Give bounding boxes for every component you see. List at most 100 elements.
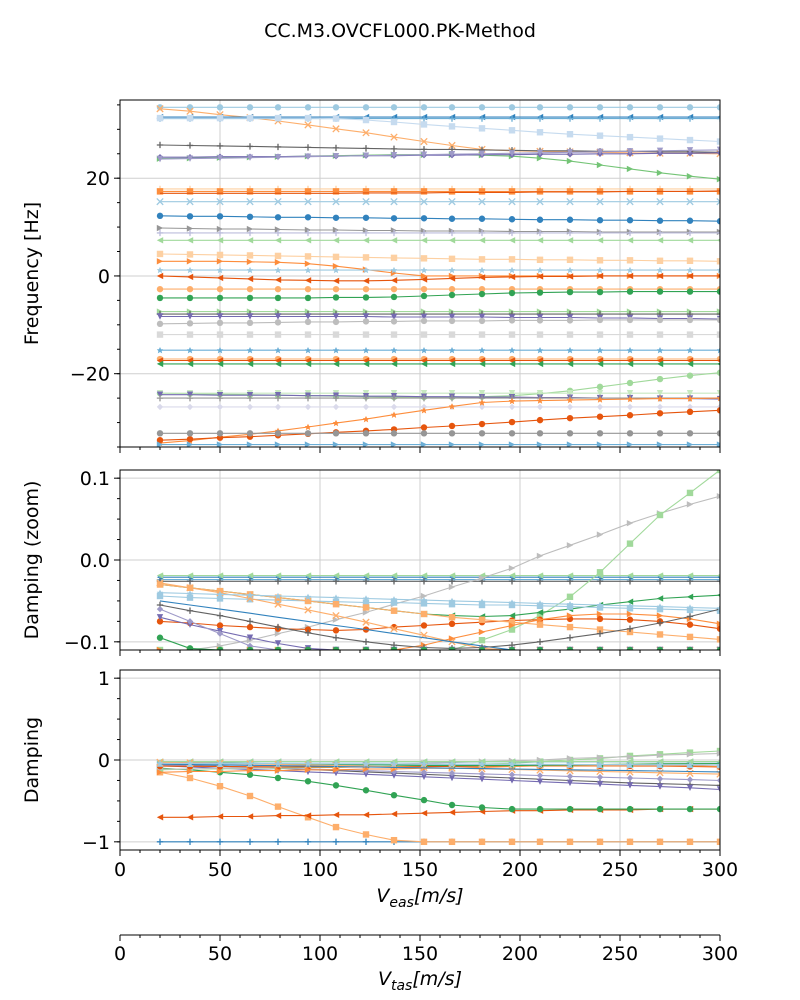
data-point	[332, 611, 340, 620]
data-point	[596, 430, 604, 437]
data-point	[536, 616, 544, 623]
data-point	[536, 621, 544, 628]
data-point	[566, 331, 574, 338]
data-point	[186, 618, 194, 625]
data-point	[332, 253, 340, 261]
data-point	[332, 262, 340, 270]
data-point	[596, 331, 604, 338]
data-point	[246, 213, 254, 221]
data-point	[566, 360, 574, 368]
data-point	[656, 169, 664, 177]
data-point	[390, 254, 398, 262]
data-point	[656, 572, 664, 579]
data-point	[716, 805, 720, 813]
data-point	[478, 399, 486, 406]
data-point	[656, 775, 664, 783]
data-point	[536, 237, 544, 244]
data-point	[448, 430, 456, 437]
data-point	[420, 255, 428, 262]
data-point	[686, 489, 694, 497]
data-point	[304, 144, 312, 151]
data-point	[362, 254, 370, 261]
data-point	[716, 115, 720, 119]
data-point	[448, 578, 456, 585]
data-point	[156, 272, 164, 280]
data-point	[716, 258, 720, 265]
data-point	[448, 123, 456, 130]
data-point	[304, 237, 312, 244]
data-point	[246, 594, 254, 603]
x-tick-label-eas: 50	[208, 859, 232, 881]
data-point	[508, 229, 516, 237]
data-point	[448, 403, 456, 410]
data-point	[362, 441, 370, 447]
data-point	[508, 430, 516, 437]
data-point	[186, 760, 194, 767]
data-point	[156, 188, 164, 195]
data-point	[596, 390, 604, 397]
series-freq-4	[156, 114, 720, 145]
data-point	[186, 435, 194, 443]
series-line	[159, 600, 720, 650]
data-point	[420, 424, 428, 431]
data-point	[216, 197, 224, 206]
data-point	[656, 595, 664, 602]
data-point	[246, 578, 254, 585]
y-axis-label: Damping	[21, 717, 43, 803]
data-point	[478, 285, 486, 293]
data-point	[508, 188, 516, 195]
series-group	[156, 104, 720, 447]
data-point	[508, 403, 516, 411]
panel-zoom: −0.1 0.0 0.1 Damping (zoom)	[21, 468, 721, 656]
data-point	[420, 197, 428, 206]
data-point	[420, 430, 428, 437]
data-point	[686, 805, 694, 813]
data-point	[686, 147, 694, 154]
data-point	[246, 430, 254, 437]
data-point	[274, 226, 282, 233]
data-point	[332, 441, 340, 447]
data-point	[186, 188, 194, 195]
data-point	[390, 441, 398, 447]
data-point	[448, 572, 456, 579]
data-point	[626, 266, 634, 274]
data-point	[536, 347, 544, 354]
data-point	[390, 836, 398, 844]
data-point	[274, 347, 282, 354]
data-point	[156, 331, 164, 338]
data-point	[156, 592, 164, 600]
data-point	[656, 390, 664, 397]
data-point	[216, 430, 224, 437]
data-point	[420, 317, 428, 325]
data-point	[656, 751, 664, 759]
data-point	[362, 152, 370, 159]
data-point	[656, 147, 664, 155]
data-point	[566, 390, 574, 397]
data-point	[186, 774, 194, 782]
data-point	[596, 316, 604, 324]
data-point	[478, 776, 486, 783]
data-point	[246, 154, 254, 161]
data-point	[420, 121, 428, 128]
data-point	[362, 430, 370, 437]
data-point	[686, 331, 694, 338]
data-point	[566, 197, 574, 206]
data-point	[216, 612, 224, 619]
data-point	[716, 308, 720, 315]
data-point	[216, 331, 224, 338]
data-point	[596, 217, 604, 224]
y-tick-label: 0.0	[80, 550, 110, 572]
data-point	[686, 136, 694, 144]
data-point	[536, 416, 544, 424]
series-line	[159, 108, 720, 155]
data-point	[508, 771, 516, 778]
data-point	[596, 626, 604, 633]
data-point	[186, 266, 194, 274]
data-point	[216, 587, 224, 595]
data-point	[686, 593, 694, 601]
data-point	[216, 591, 224, 598]
data-point	[186, 294, 194, 302]
data-point	[362, 347, 370, 354]
data-point	[626, 229, 634, 237]
